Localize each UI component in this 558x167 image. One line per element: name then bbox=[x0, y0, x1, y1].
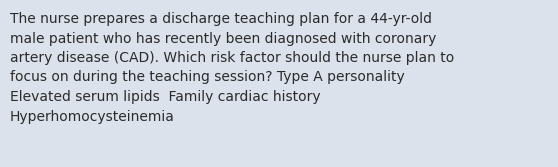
Text: The nurse prepares a discharge teaching plan for a 44-yr-old
male patient who ha: The nurse prepares a discharge teaching … bbox=[10, 12, 454, 124]
